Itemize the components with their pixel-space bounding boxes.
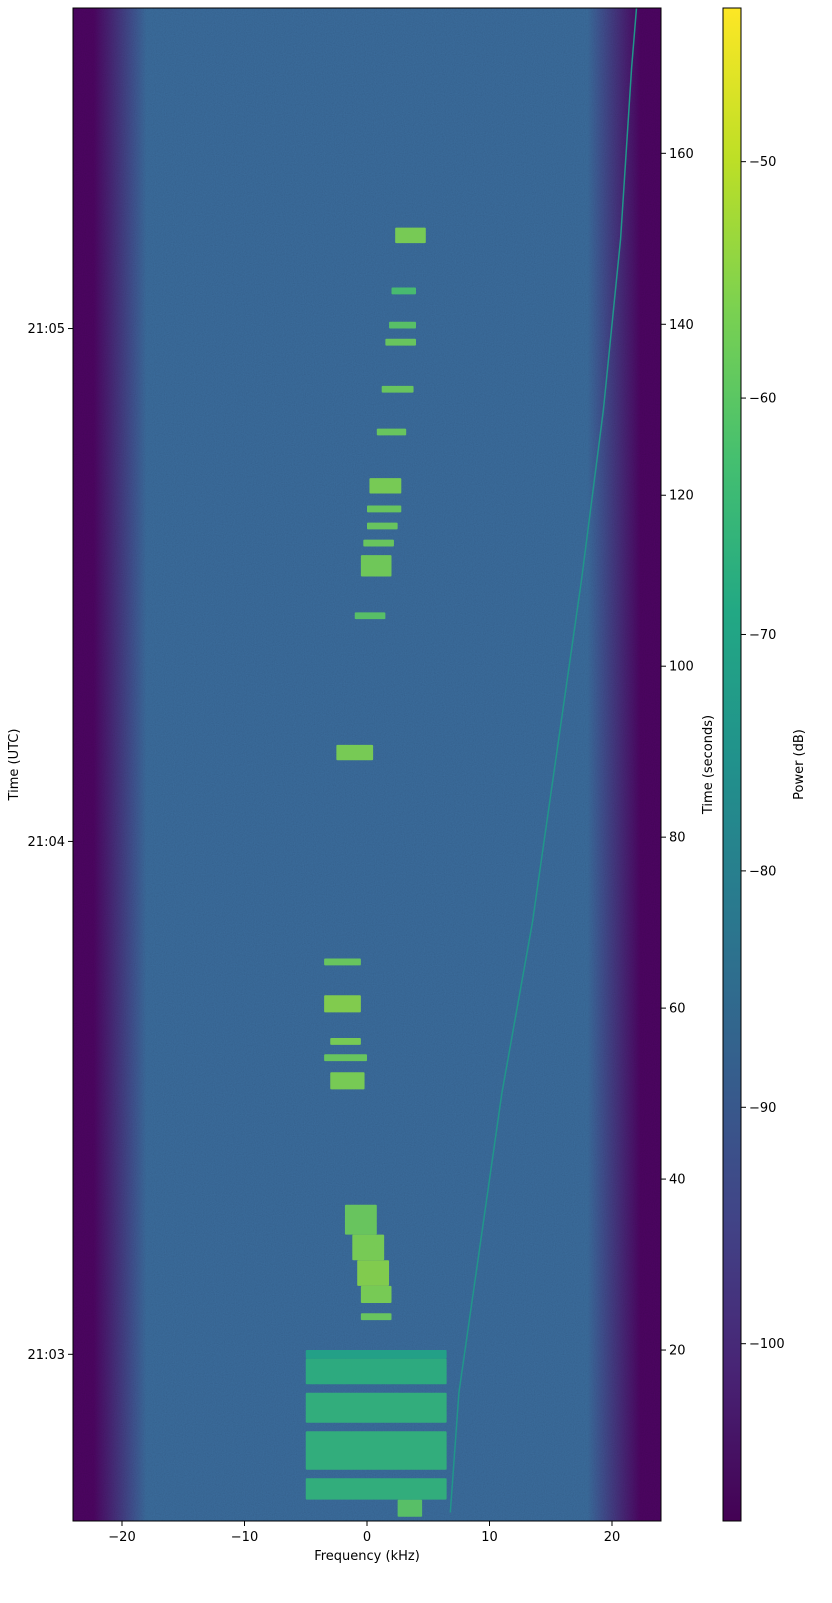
signal-burst — [336, 744, 374, 761]
seconds-tick-label: 140 — [669, 318, 694, 333]
chirp-trace — [449, 8, 638, 1513]
seconds-time-axis: 20 40 60 80 100 120 140 160 — [661, 147, 694, 1359]
signal-burst — [354, 612, 386, 620]
signal-burst — [330, 1072, 365, 1090]
signal-burst — [305, 1350, 447, 1359]
colorbar-ticks: −100 −90 −80 −70 −60 −50 — [741, 155, 785, 1352]
seconds-tick-label: 60 — [669, 1002, 686, 1017]
signal-burst — [357, 1260, 390, 1286]
x-axis-label: Frequency (kHz) — [314, 1549, 420, 1564]
signal-bursts — [305, 227, 447, 1517]
signal-burst — [367, 505, 402, 513]
colorbar-tick-label: −60 — [749, 392, 776, 407]
signal-burst — [305, 1431, 447, 1470]
signal-burst — [381, 385, 414, 393]
signal-burst — [360, 555, 392, 577]
signal-burst — [360, 1313, 392, 1321]
signal-burst — [395, 227, 426, 244]
signal-burst — [376, 428, 407, 436]
signal-burst — [397, 1499, 423, 1517]
signal-burst — [369, 478, 402, 494]
signal-burst — [391, 287, 416, 295]
signal-burst — [330, 1038, 361, 1045]
colorbar: −100 −90 −80 −70 −60 −50 Power (dB) — [722, 7, 807, 1522]
utc-tick-label: 21:04 — [28, 835, 65, 850]
colorbar-gradient — [722, 7, 742, 1522]
signal-burst — [324, 1054, 367, 1062]
seconds-tick-label: 100 — [669, 660, 694, 675]
colorbar-tick-label: −70 — [749, 628, 776, 643]
right-y-axis-label: Time (seconds) — [701, 715, 716, 815]
utc-tick-label: 21:03 — [28, 1348, 65, 1363]
x-tick-label: 0 — [363, 1530, 371, 1545]
utc-time-axis: 21:03 21:04 21:05 — [28, 322, 73, 1363]
x-tick-label: 20 — [604, 1530, 621, 1545]
colorbar-label: Power (dB) — [792, 729, 807, 800]
signal-burst — [363, 539, 394, 547]
signal-burst — [367, 522, 398, 530]
signal-burst — [344, 1204, 377, 1235]
colorbar-tick-label: −50 — [749, 155, 776, 170]
signal-burst — [305, 1392, 447, 1423]
seconds-tick-label: 20 — [669, 1344, 686, 1359]
signal-burst — [385, 338, 416, 346]
colorbar-tick-label: −100 — [749, 1337, 785, 1352]
signal-burst — [352, 1234, 385, 1261]
spectrogram-plot-area — [73, 8, 661, 1521]
x-tick-label: −20 — [108, 1530, 135, 1545]
signal-burst — [360, 1285, 392, 1304]
seconds-tick-label: 120 — [669, 489, 694, 504]
left-y-axis-label: Time (UTC) — [7, 729, 22, 802]
seconds-tick-label: 160 — [669, 147, 694, 162]
seconds-tick-label: 80 — [669, 831, 686, 846]
x-tick-label: −10 — [231, 1530, 258, 1545]
colorbar-tick-label: −80 — [749, 864, 776, 879]
signal-burst — [389, 321, 416, 329]
frequency-axis: −20 −10 0 10 20 — [108, 1521, 620, 1545]
signal-burst — [324, 958, 361, 966]
utc-tick-label: 21:05 — [28, 322, 65, 337]
seconds-tick-label: 40 — [669, 1173, 686, 1188]
colorbar-tick-label: −90 — [749, 1101, 776, 1116]
x-tick-label: 10 — [481, 1530, 498, 1545]
signal-burst — [305, 1478, 447, 1500]
signal-burst — [324, 995, 361, 1013]
signal-burst — [305, 1358, 447, 1385]
